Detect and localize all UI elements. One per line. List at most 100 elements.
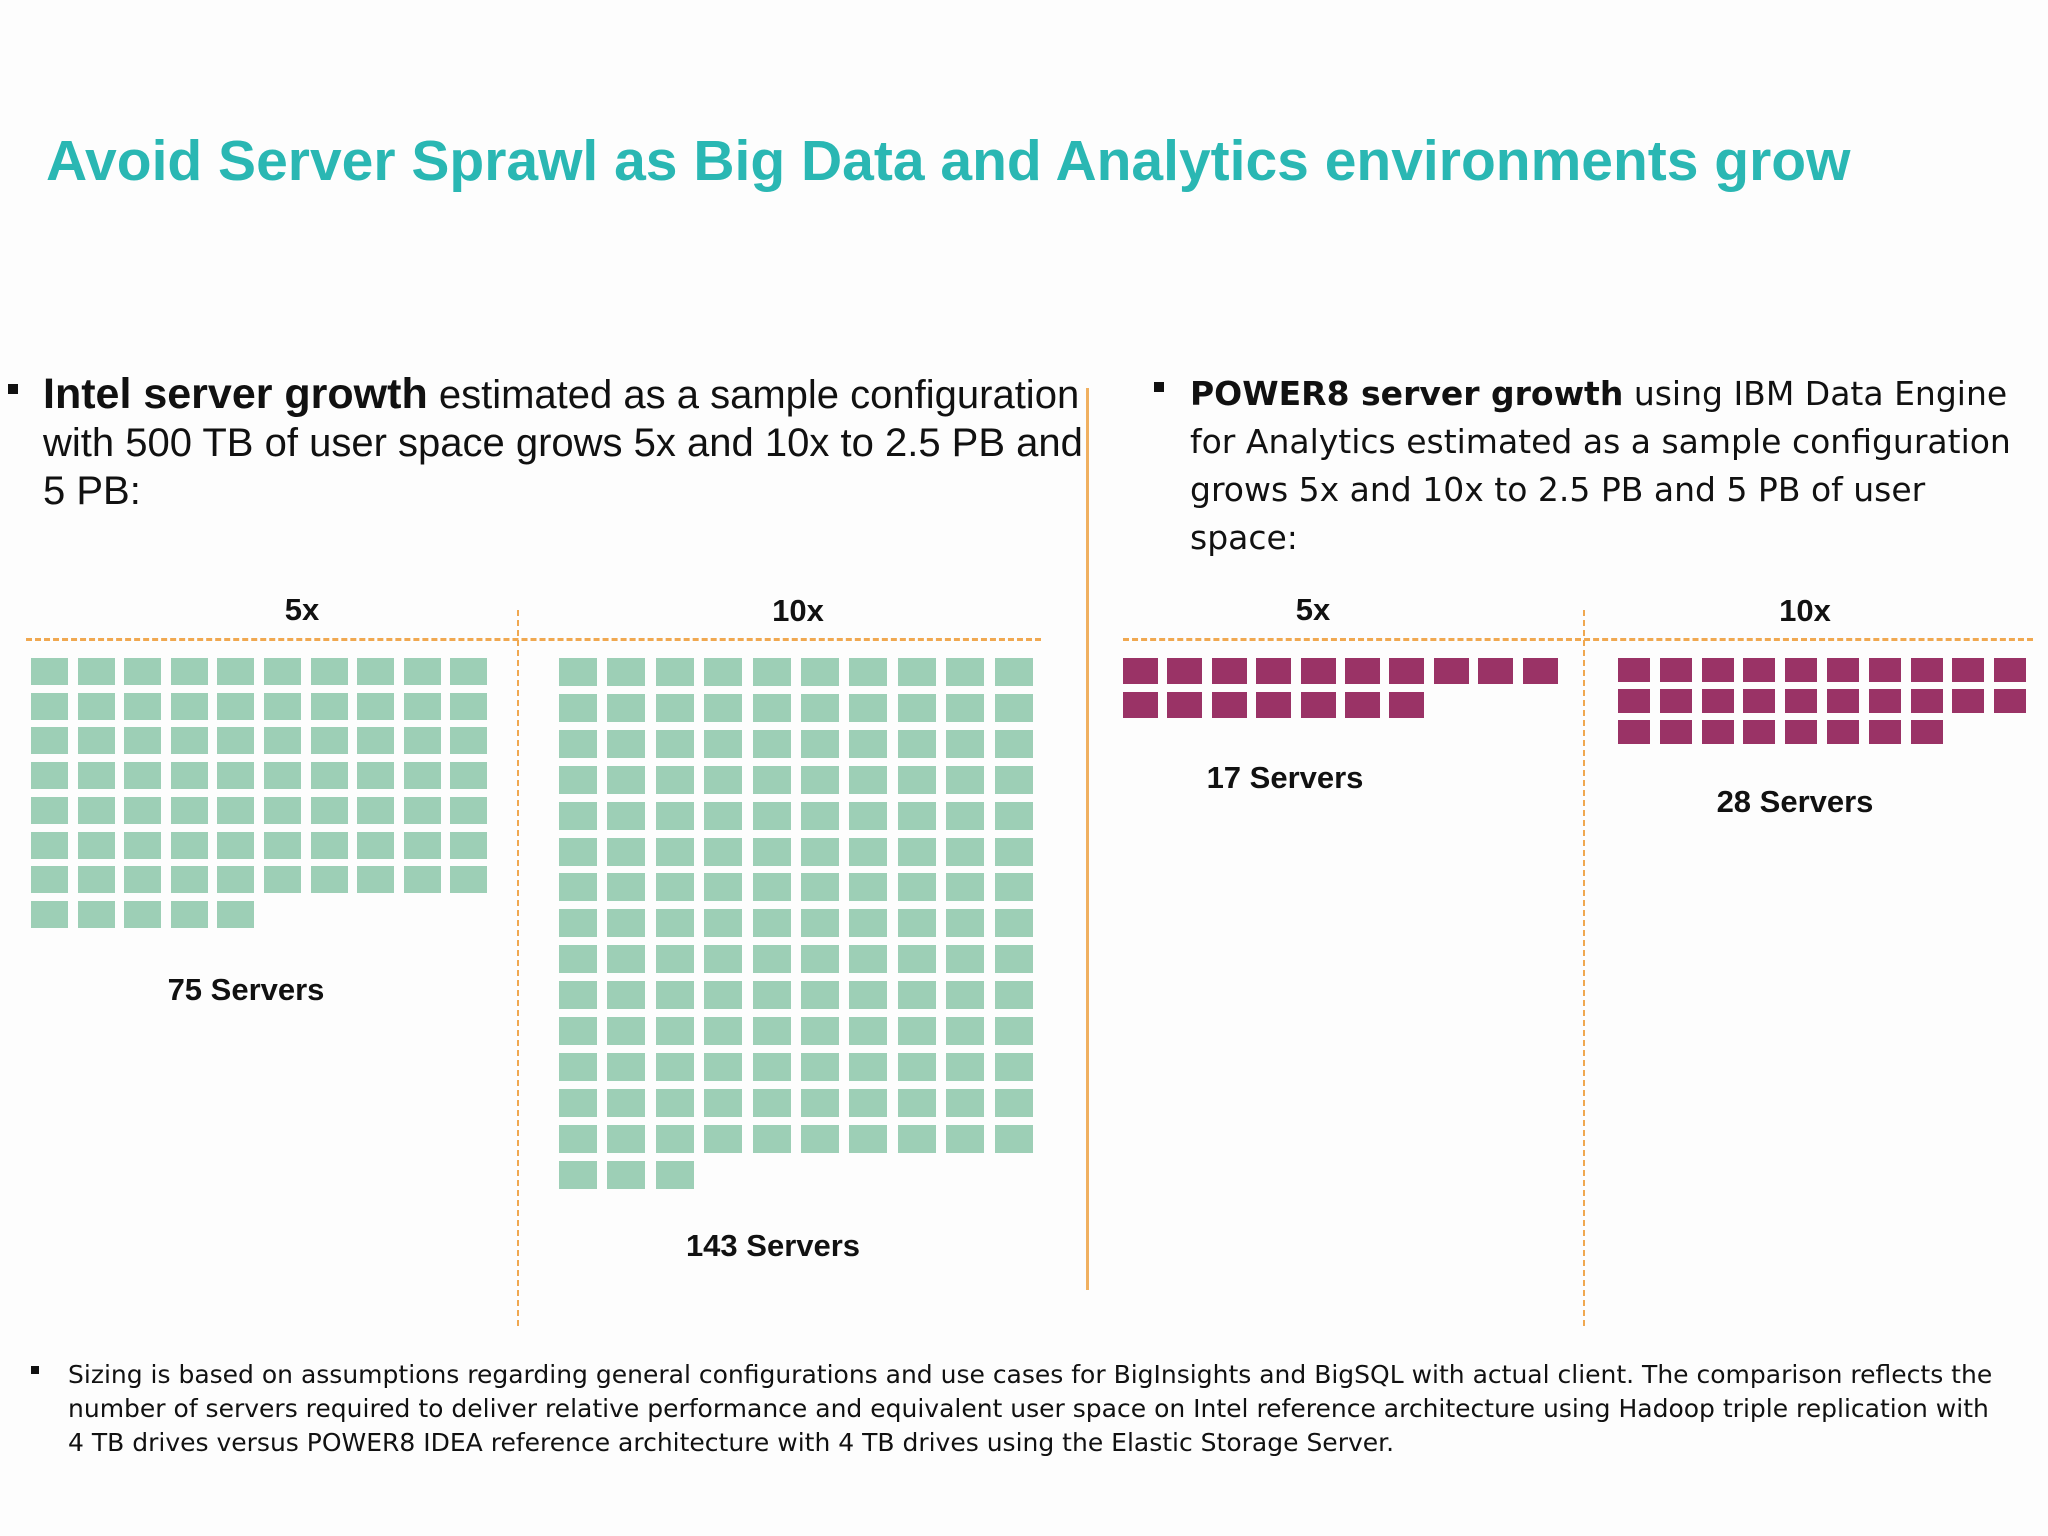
intel-server-block (403, 796, 441, 824)
intel-server-block (607, 909, 646, 938)
intel-server-block (849, 658, 888, 686)
intel-server-block (450, 831, 488, 859)
intel-server-block (994, 837, 1033, 866)
power8-server-block (1211, 658, 1247, 684)
power8-server-block (1389, 692, 1425, 718)
power8-server-block (1123, 692, 1158, 718)
power8-server-block (1659, 658, 1692, 682)
intel-server-block (77, 692, 115, 720)
intel-server-block (655, 1052, 694, 1081)
section-divider (1086, 388, 1089, 1290)
intel-server-block (217, 727, 255, 755)
intel-server-block (450, 658, 488, 685)
power8-server-block (1994, 689, 2027, 713)
intel-server-block (124, 727, 162, 755)
intel-server-block (559, 658, 597, 686)
intel-server-block (704, 1124, 743, 1153)
intel-server-block (264, 762, 301, 790)
bullet-icon (31, 1366, 39, 1374)
intel-server-block (655, 1088, 694, 1117)
intel-server-block (217, 900, 255, 928)
intel-server-block (607, 801, 646, 830)
intel-server-block (849, 909, 888, 938)
power8-server-block (1743, 689, 1776, 713)
intel-server-block (801, 945, 839, 974)
intel-server-block (801, 765, 839, 794)
intel-server-block (403, 762, 441, 790)
intel-server-block (559, 693, 597, 722)
intel-server-block (752, 1017, 791, 1045)
intel-server-block (849, 1017, 888, 1045)
intel-server-block (607, 729, 646, 758)
intel-5x-label: 5x (284, 592, 320, 627)
intel-server-block (124, 796, 162, 824)
intel-server-block (704, 801, 743, 830)
intel-server-block (752, 1088, 791, 1117)
intel-server-block (994, 729, 1033, 758)
intel-server-block (264, 866, 301, 894)
power8-server-block (1618, 720, 1650, 744)
intel-server-block (655, 1017, 694, 1045)
intel-server-block (264, 692, 301, 720)
power8-server-block (1618, 658, 1650, 682)
power8-server-block (1167, 692, 1203, 718)
slide-title: Avoid Server Sprawl as Big Data and Anal… (46, 129, 1851, 193)
power8-server-block (1910, 720, 1943, 744)
intel-server-block (607, 1088, 646, 1117)
intel-server-block (897, 693, 936, 722)
intel-10x-label: 10x (772, 593, 824, 628)
intel-server-block (704, 729, 743, 758)
intel-server-block (849, 837, 888, 866)
intel-server-block (849, 945, 888, 974)
intel-server-block (31, 831, 68, 859)
intel-server-block (801, 658, 839, 686)
intel-server-block (897, 729, 936, 758)
intel-server-block (77, 866, 115, 894)
power8-server-block (1952, 689, 1985, 713)
intel-server-block (849, 729, 888, 758)
intel-server-block (559, 1017, 597, 1045)
intel-server-block (897, 981, 936, 1010)
intel-server-block (704, 837, 743, 866)
intel-server-block (994, 801, 1033, 830)
intel-server-block (752, 801, 791, 830)
intel-server-block (994, 1088, 1033, 1117)
intel-server-block (310, 762, 348, 790)
intel-server-block (849, 873, 888, 902)
power8-server-block (1868, 689, 1901, 713)
intel-server-block (124, 866, 162, 894)
power8-server-block (1522, 658, 1558, 684)
intel-server-block (752, 693, 791, 722)
intel-server-block (607, 765, 646, 794)
intel-server-block (704, 945, 743, 974)
power8-server-block (1433, 658, 1469, 684)
intel-server-block (170, 727, 208, 755)
intel-server-block (897, 1088, 936, 1117)
power8-server-block (1701, 720, 1734, 744)
intel-server-block (704, 765, 743, 794)
intel-server-block (897, 658, 936, 686)
intel-server-block (946, 909, 985, 938)
intel-server-block (450, 866, 488, 894)
intel-server-block (310, 866, 348, 894)
power8-5x-caption: 17 Servers (1206, 760, 1364, 795)
intel-server-block (752, 1052, 791, 1081)
intel-server-block (403, 727, 441, 755)
intel-server-block (897, 945, 936, 974)
intel-server-block (897, 909, 936, 938)
intel-server-block (946, 658, 985, 686)
intel-server-block (607, 873, 646, 902)
intel-server-block (704, 658, 743, 686)
intel-server-block (994, 765, 1033, 794)
power8-server-block (1701, 689, 1734, 713)
intel-server-block (170, 900, 208, 928)
intel-server-block (403, 866, 441, 894)
intel-server-block (31, 866, 68, 894)
intel-server-block (994, 873, 1033, 902)
intel-server-block (752, 729, 791, 758)
intel-description: Intel server growth estimated as a sampl… (43, 370, 1083, 515)
intel-server-block (559, 801, 597, 830)
intel-server-block (704, 873, 743, 902)
intel-server-block (704, 1088, 743, 1117)
intel-server-block (607, 1017, 646, 1045)
